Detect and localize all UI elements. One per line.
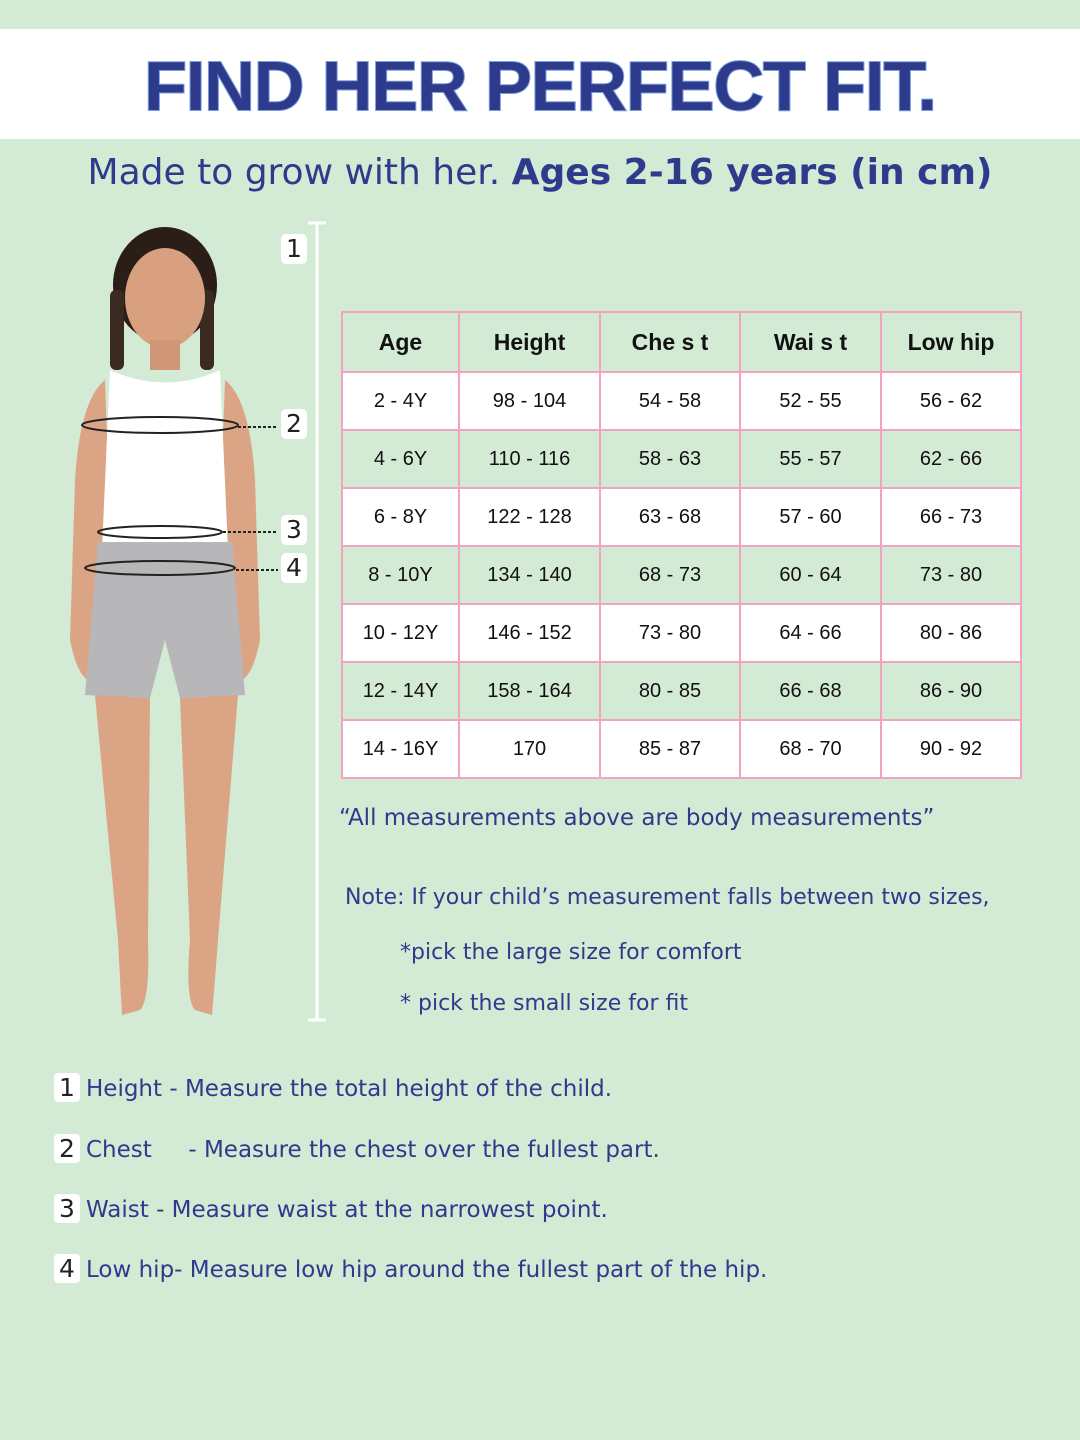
table-cell: 122 - 128 bbox=[458, 487, 601, 547]
step-text: Waist - Measure waist at the narrowest p… bbox=[86, 1197, 608, 1223]
title-banner bbox=[0, 29, 1080, 139]
table-row: 12 - 14Y 158 - 164 80 - 85 66 - 68 86 - 90 bbox=[341, 661, 1022, 721]
table-cell: 4 - 6Y bbox=[341, 429, 460, 489]
measurement-step: 3 Waist - Measure waist at the narrowest … bbox=[54, 1194, 608, 1223]
measurement-step: 2 Chest - Measure the chest over the full… bbox=[54, 1134, 660, 1163]
table-cell: 158 - 164 bbox=[458, 661, 601, 721]
marker-1-height: 1 bbox=[281, 234, 307, 264]
table-cell: 110 - 116 bbox=[458, 429, 601, 489]
step-number: 4 bbox=[54, 1254, 80, 1283]
table-cell: 12 - 14Y bbox=[341, 661, 460, 721]
table-row: 14 - 16Y 170 85 - 87 68 - 70 90 - 92 bbox=[341, 719, 1022, 779]
step-number: 2 bbox=[54, 1134, 80, 1163]
table-cell: 6 - 8Y bbox=[341, 487, 460, 547]
table-cell: 146 - 152 bbox=[458, 603, 601, 663]
table-cell: 14 - 16Y bbox=[341, 719, 460, 779]
step-text: Low hip- Measure low hip around the full… bbox=[86, 1257, 768, 1283]
table-cell: 85 - 87 bbox=[599, 719, 741, 779]
table-row: 2 - 4Y 98 - 104 54 - 58 52 - 55 56 - 62 bbox=[341, 371, 1022, 431]
table-cell: 10 - 12Y bbox=[341, 603, 460, 663]
table-cell: 66 - 68 bbox=[739, 661, 882, 721]
table-cell: 73 - 80 bbox=[880, 545, 1022, 605]
header-waist: Wai s t bbox=[739, 311, 882, 373]
table-cell: 52 - 55 bbox=[739, 371, 882, 431]
table-cell: 98 - 104 bbox=[458, 371, 601, 431]
table-cell: 55 - 57 bbox=[739, 429, 882, 489]
table-cell: 58 - 63 bbox=[599, 429, 741, 489]
step-number: 3 bbox=[54, 1194, 80, 1223]
marker-2-chest: 2 bbox=[281, 409, 307, 439]
header-chest: Che s t bbox=[599, 311, 741, 373]
table-cell: 66 - 73 bbox=[880, 487, 1022, 547]
table-cell: 134 - 140 bbox=[458, 545, 601, 605]
tip-fit: * pick the small size for fit bbox=[400, 991, 688, 1016]
table-cell: 68 - 70 bbox=[739, 719, 882, 779]
table-cell: 170 bbox=[458, 719, 601, 779]
between-sizes-note: Note: If your child’s measurement falls … bbox=[345, 885, 990, 910]
page-title: FIND HER PERFECT FIT. bbox=[143, 46, 938, 126]
header-low-hip: Low hip bbox=[880, 311, 1022, 373]
table-cell: 64 - 66 bbox=[739, 603, 882, 663]
size-chart-table: Age Height Che s t Wai s t Low hip 2 - 4… bbox=[341, 311, 1022, 779]
girl-figure-illustration bbox=[70, 221, 326, 1022]
table-row: 6 - 8Y 122 - 128 63 - 68 57 - 60 66 - 73 bbox=[341, 487, 1022, 547]
header-age: Age bbox=[341, 311, 460, 373]
table-cell: 80 - 86 bbox=[880, 603, 1022, 663]
measurement-step: 1 Height - Measure the total height of th… bbox=[54, 1073, 612, 1102]
table-cell: 63 - 68 bbox=[599, 487, 741, 547]
table-row: 10 - 12Y 146 - 152 73 - 80 64 - 66 80 - 86 bbox=[341, 603, 1022, 663]
measurement-step: 4 Low hip- Measure low hip around the ful… bbox=[54, 1254, 767, 1283]
table-cell: 62 - 66 bbox=[880, 429, 1022, 489]
subtitle-light: Made to grow with her. bbox=[87, 152, 501, 193]
marker-4-low-hip: 4 bbox=[281, 553, 307, 583]
table-header-row: Age Height Che s t Wai s t Low hip bbox=[341, 311, 1022, 373]
table-cell: 57 - 60 bbox=[739, 487, 882, 547]
step-text: Chest - Measure the chest over the fulle… bbox=[86, 1137, 660, 1163]
table-cell: 86 - 90 bbox=[880, 661, 1022, 721]
step-number: 1 bbox=[54, 1073, 80, 1102]
subtitle-bold: Ages 2-16 years (in cm) bbox=[511, 152, 993, 193]
header-height: Height bbox=[458, 311, 601, 373]
table-cell: 56 - 62 bbox=[880, 371, 1022, 431]
step-text: Height - Measure the total height of the… bbox=[86, 1076, 613, 1102]
table-cell: 60 - 64 bbox=[739, 545, 882, 605]
table-cell: 54 - 58 bbox=[599, 371, 741, 431]
table-cell: 8 - 10Y bbox=[341, 545, 460, 605]
table-cell: 80 - 85 bbox=[599, 661, 741, 721]
table-cell: 73 - 80 bbox=[599, 603, 741, 663]
marker-3-waist: 3 bbox=[281, 515, 307, 545]
table-cell: 90 - 92 bbox=[880, 719, 1022, 779]
table-cell: 2 - 4Y bbox=[341, 371, 460, 431]
tip-comfort: *pick the large size for comfort bbox=[400, 940, 742, 965]
table-row: 4 - 6Y 110 - 116 58 - 63 55 - 57 62 - 66 bbox=[341, 429, 1022, 489]
body-measurements-note: “All measurements above are body measure… bbox=[339, 805, 935, 831]
page-subtitle: Made to grow with her. Ages 2-16 years (… bbox=[0, 152, 1080, 193]
table-cell: 68 - 73 bbox=[599, 545, 741, 605]
table-row: 8 - 10Y 134 - 140 68 - 73 60 - 64 73 - 80 bbox=[341, 545, 1022, 605]
